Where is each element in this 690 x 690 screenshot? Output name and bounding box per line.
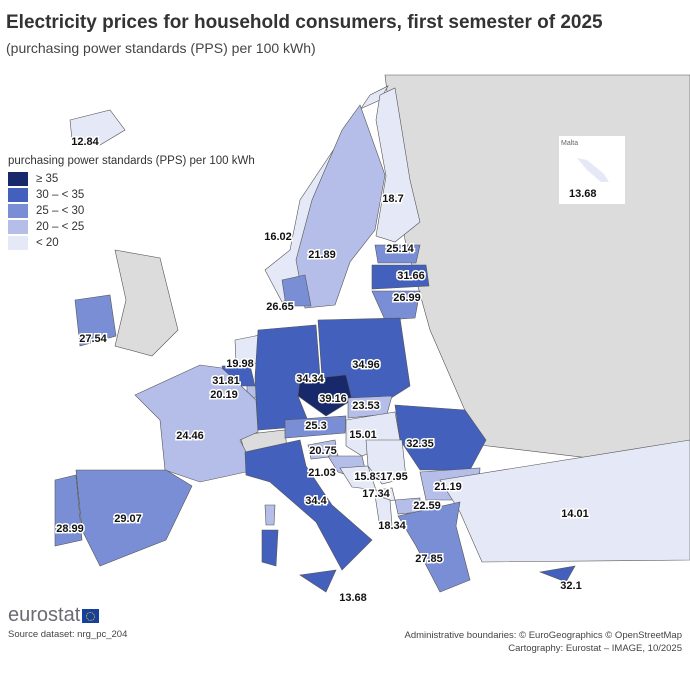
legend-label: 20 – < 25 (36, 220, 85, 233)
legend-item: 25 – < 30 (8, 203, 255, 218)
region-2 (295, 104, 386, 309)
region-value-label: 26.99 (393, 292, 421, 304)
region-value-label: 18.34 (378, 520, 406, 532)
region-value-label: 26.65 (266, 301, 294, 313)
region-28 (439, 439, 690, 563)
region-value-label: 14.01 (561, 508, 589, 520)
legend-item: ≥ 35 (8, 171, 255, 186)
legend-swatch (8, 219, 28, 234)
corsica (264, 504, 276, 526)
region-value-label: 31.81 (212, 375, 240, 387)
malta-value: 13.68 (569, 188, 597, 200)
region-value-label: 25.14 (386, 243, 414, 255)
region-value-label: 39.16 (319, 393, 347, 405)
region-value-label: 32.1 (560, 580, 581, 592)
legend-swatch (8, 171, 28, 186)
region-value-label: 13.68 (339, 592, 367, 604)
region-3 (375, 87, 421, 243)
region-0 (69, 109, 126, 146)
region-value-label: 17.95 (380, 471, 408, 483)
legend-label: < 20 (36, 236, 59, 249)
region-value-label: 20.19 (210, 389, 238, 401)
legend-item: < 20 (8, 235, 255, 250)
region-23 (365, 439, 407, 485)
legend: purchasing power standards (PPS) per 100… (8, 155, 255, 251)
region-value-label: 17.34 (362, 488, 390, 500)
eurostat-logo: eurostat (8, 604, 100, 627)
eu-flag-icon (82, 608, 100, 623)
region-value-label: 16.02 (264, 231, 292, 243)
region-value-label: 21.19 (434, 481, 462, 493)
region-value-label: 28.99 (56, 523, 84, 535)
boundaries-credit: Administrative boundaries: © EuroGeograp… (404, 630, 683, 641)
malta-inset: Malta 13.68 (558, 135, 626, 205)
region-7 (281, 274, 312, 307)
legend-label: 25 – < 30 (36, 204, 85, 217)
region-33 (299, 569, 337, 593)
legend-swatch (8, 203, 28, 218)
region-value-label: 32.35 (406, 438, 434, 450)
region-value-label: 20.75 (309, 445, 337, 457)
region-34 (538, 565, 576, 583)
region-value-label: 34.4 (305, 495, 327, 507)
region-gray (114, 249, 179, 357)
map-title: Electricity prices for household consume… (6, 12, 603, 33)
region-16 (284, 415, 347, 439)
cartography-credit: Cartography: Eurostat – IMAGE, 10/2025 (508, 643, 682, 654)
legend-swatch (8, 187, 28, 202)
region-14 (297, 374, 353, 417)
legend-item: 30 – < 35 (8, 187, 255, 202)
source-note: Source dataset: nrg_pc_204 (8, 629, 128, 640)
legend-item: 20 – < 25 (8, 219, 255, 234)
region-value-label: 27.54 (79, 333, 107, 345)
region-value-label: 21.03 (308, 467, 336, 479)
legend-swatch (8, 235, 28, 250)
region-value-label: 23.53 (352, 400, 380, 412)
region-value-label: 21.89 (308, 249, 336, 261)
region-27 (374, 494, 393, 529)
logo-text: eurostat (8, 604, 81, 626)
malta-name: Malta (561, 140, 579, 147)
region-value-label: 12.84 (71, 136, 99, 148)
region-32 (397, 501, 471, 593)
sardinia (261, 529, 279, 567)
region-value-label: 27.85 (415, 553, 443, 565)
credits: Administrative boundaries: © EuroGeograp… (405, 629, 683, 655)
legend-label: 30 – < 35 (36, 188, 85, 201)
region-value-label: 18.7 (382, 193, 403, 205)
region-value-label: 19.98 (226, 358, 254, 370)
malta-shape (577, 158, 609, 182)
region-value-label: 34.34 (296, 373, 324, 385)
legend-label: ≥ 35 (36, 172, 59, 185)
region-4 (374, 244, 421, 264)
region-6 (371, 290, 421, 321)
region-value-label: 25.3 (305, 420, 326, 432)
region-value-label: 15.83 (354, 471, 382, 483)
region-30 (54, 474, 83, 547)
region-31 (75, 469, 193, 567)
region-value-label: 34.96 (352, 359, 380, 371)
map-subtitle: (purchasing power standards (PPS) per 10… (6, 40, 316, 56)
region-19 (134, 364, 259, 483)
region-value-label: 22.59 (413, 500, 441, 512)
region-value-label: 29.07 (114, 513, 142, 525)
region-value-label: 31.66 (397, 270, 425, 282)
region-5 (371, 264, 430, 290)
region-value-label: 24.46 (176, 430, 204, 442)
region-8 (74, 294, 117, 347)
region-29 (244, 439, 373, 571)
region-value-label: 15.01 (349, 429, 377, 441)
legend-title: purchasing power standards (PPS) per 100… (8, 155, 255, 167)
